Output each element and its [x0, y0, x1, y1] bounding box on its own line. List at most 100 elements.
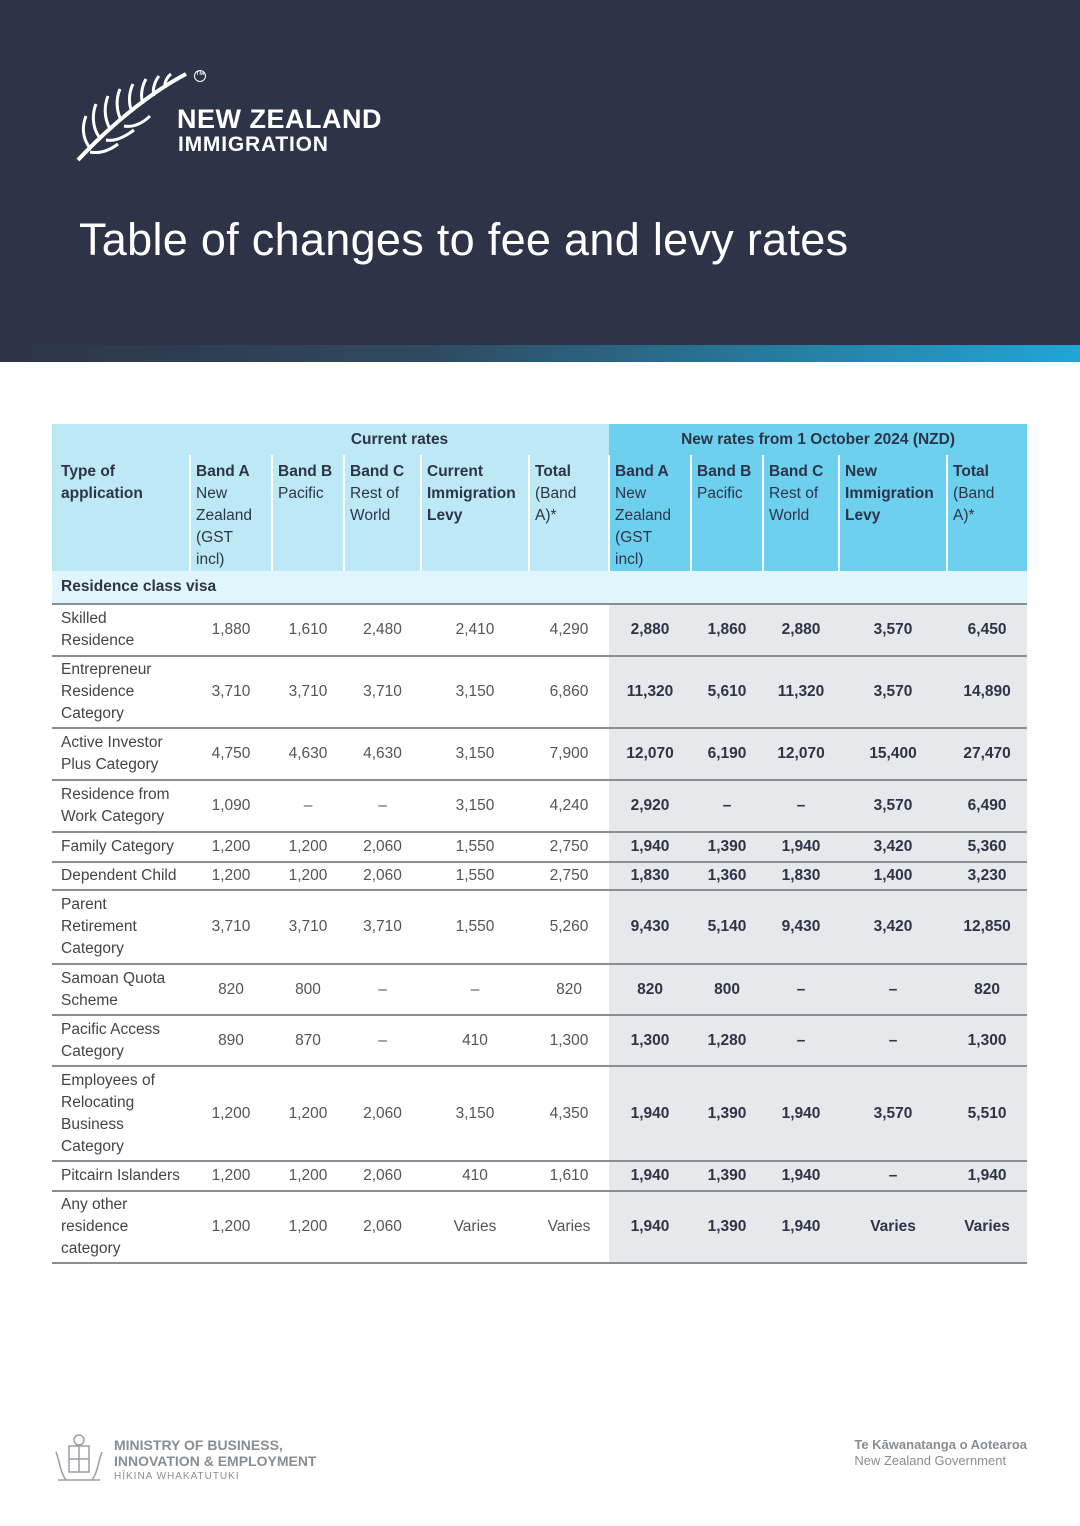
column-title: Band A	[615, 463, 669, 480]
current-rate: 3,710	[190, 889, 272, 964]
current-rate: 1,200	[272, 1160, 344, 1191]
new-rate: 3,570	[839, 779, 948, 832]
current-rate: 820	[529, 963, 610, 1015]
new-rate: 820	[947, 963, 1028, 1015]
column-title: Band B	[278, 463, 333, 480]
current-rate: 870	[272, 1014, 344, 1066]
new-rate: 1,360	[691, 861, 764, 890]
current-rate: 6,860	[529, 655, 610, 728]
new-rate: 820	[609, 963, 692, 1015]
current-rate: 3,150	[421, 655, 529, 728]
new-rate: 1,390	[691, 1160, 764, 1191]
current-rate: Varies	[529, 1190, 610, 1264]
column-header: Total (Band A)*	[946, 455, 1028, 571]
current-rate: –	[344, 963, 421, 1015]
new-rate: 1,940	[609, 831, 692, 862]
current-rate: 4,290	[529, 603, 610, 656]
current-rate: –	[344, 1014, 421, 1066]
data-row: Active Investor Plus Category 4,750 4,630 4…	[52, 727, 1028, 780]
current-rate: 2,060	[344, 861, 421, 890]
header-band	[0, 0, 1080, 345]
column-header: Band A New Zealand (GST incl)	[189, 455, 272, 571]
current-rate: 3,710	[272, 655, 344, 728]
current-rate: 1,200	[190, 1065, 272, 1161]
row-label: Skilled Residence	[52, 603, 190, 656]
current-rate: 1,880	[190, 603, 272, 656]
column-title: Band A	[196, 463, 250, 480]
row-label: Samoan Quota Scheme	[52, 963, 190, 1015]
current-rate: 4,630	[344, 727, 421, 780]
new-rate: 1,400	[839, 861, 948, 890]
current-rate: –	[344, 779, 421, 832]
group-header: New rates from 1 October 2024 (NZD)	[609, 424, 1028, 455]
new-rate: 3,570	[839, 1065, 948, 1161]
new-rate: 14,890	[947, 655, 1028, 728]
new-rate: 15,400	[839, 727, 948, 780]
current-rate: 4,750	[190, 727, 272, 780]
current-rate: 1,200	[272, 1190, 344, 1264]
new-rate: 1,860	[691, 603, 764, 656]
current-rate: Varies	[421, 1190, 529, 1264]
current-rate: –	[272, 779, 344, 832]
row-label: Entrepreneur Residence Category	[52, 655, 190, 728]
logo-text: IMMIGRATION	[178, 133, 329, 156]
new-rate: 27,470	[947, 727, 1028, 780]
current-rate: 3,150	[421, 779, 529, 832]
row-label: Any other residence category	[52, 1190, 190, 1264]
fee-table: Current rates New rates from 1 October 20…	[52, 424, 1028, 1264]
new-rate: 1,940	[763, 1160, 840, 1191]
current-rate: 1,550	[421, 861, 529, 890]
new-rate: 6,450	[947, 603, 1028, 656]
new-rate: 11,320	[763, 655, 840, 728]
government-line: Te Kāwanatanga o Aotearoa	[854, 1437, 1027, 1452]
new-rate: 1,280	[691, 1014, 764, 1066]
new-rate: 1,940	[609, 1065, 692, 1161]
column-header: Band C Rest of World	[343, 455, 421, 571]
current-rate: 800	[272, 963, 344, 1015]
current-rate: –	[421, 963, 529, 1015]
column-header: Total (Band A)*	[527, 455, 610, 571]
ministry-line: MINISTRY OF BUSINESS,	[114, 1437, 283, 1453]
column-subtitle: (Band A)*	[535, 485, 577, 524]
current-rate: 1,200	[272, 1065, 344, 1161]
current-rate: 4,630	[272, 727, 344, 780]
gradient-strip	[0, 345, 1080, 362]
new-rate: 1,940	[609, 1160, 692, 1191]
column-title: Total	[953, 463, 989, 480]
new-rate: 1,300	[947, 1014, 1028, 1066]
current-rate: 3,150	[421, 727, 529, 780]
current-rate: 2,410	[421, 603, 529, 656]
new-rate: –	[763, 963, 840, 1015]
new-rate: 1,940	[763, 1065, 840, 1161]
column-title: Type of application	[61, 463, 143, 502]
current-rate: 1,200	[190, 861, 272, 890]
column-header: Current Immigration Levy	[420, 455, 529, 571]
column-header: Band B Pacific	[271, 455, 344, 571]
column-title: Band C	[769, 463, 824, 480]
new-rate: 800	[691, 963, 764, 1015]
new-rate: 11,320	[609, 655, 692, 728]
column-title: Total	[535, 463, 571, 480]
new-rate: 3,570	[839, 655, 948, 728]
current-rate: 1,200	[190, 831, 272, 862]
current-rate: 1,200	[190, 1190, 272, 1264]
new-rate: 2,920	[609, 779, 692, 832]
new-rate: Varies	[947, 1190, 1028, 1264]
data-row: Family Category 1,200 1,200 2,060 1,550 2,750…	[52, 831, 1028, 862]
ministry-line: HĪKINA WHAKATUTUKI	[114, 1471, 240, 1482]
new-rate: –	[763, 1014, 840, 1066]
new-rate: 1,940	[609, 1190, 692, 1264]
new-rate: 2,880	[609, 603, 692, 656]
new-rate: 1,390	[691, 1065, 764, 1161]
current-rate: 890	[190, 1014, 272, 1066]
current-rate: 4,350	[529, 1065, 610, 1161]
new-rate: 5,140	[691, 889, 764, 964]
current-rate: 1,610	[272, 603, 344, 656]
empty-cell	[52, 424, 190, 455]
data-row: Entrepreneur Residence Category 3,710 3,71…	[52, 655, 1028, 728]
column-title: Current Immigration Levy	[427, 463, 516, 524]
new-rate: 5,360	[947, 831, 1028, 862]
current-rate: 1,610	[529, 1160, 610, 1191]
column-title: Band C	[350, 463, 405, 480]
